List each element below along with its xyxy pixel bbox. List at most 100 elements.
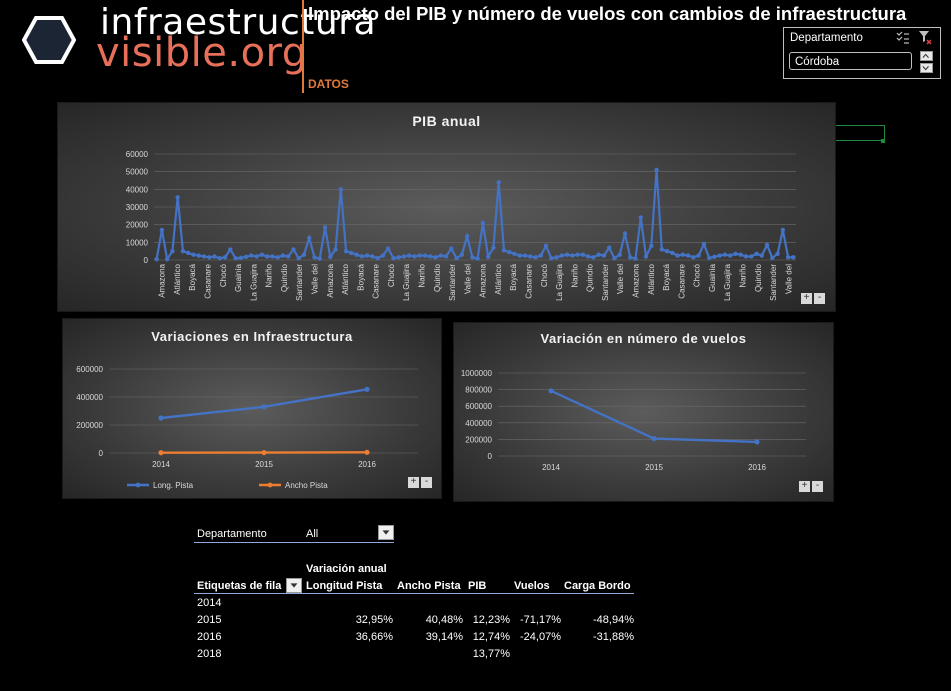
data-point [643, 254, 649, 259]
data-point [186, 250, 191, 256]
slicer-header: Departamento [790, 32, 863, 44]
x-tick-label: Atlántico [341, 263, 350, 294]
data-point [391, 256, 396, 261]
chart-zoom-out-button[interactable]: - [814, 293, 825, 304]
filter-dropdown-icon[interactable] [378, 525, 394, 540]
data-point [343, 248, 349, 254]
data-point [401, 254, 407, 259]
slicer-item-selected[interactable]: Córdoba [789, 52, 912, 70]
y-tick-label: 600000 [465, 402, 492, 411]
data-point [222, 255, 228, 260]
data-point [754, 439, 760, 445]
pivot-cell-pib: 12,74% [472, 631, 510, 643]
y-tick-label: 600000 [76, 365, 103, 374]
data-point [728, 253, 733, 258]
data-point [612, 256, 617, 261]
pivot-cell-longitud: 36,66% [355, 631, 393, 643]
row-labels-dropdown-icon[interactable] [286, 578, 302, 593]
data-point [733, 251, 738, 257]
data-point [596, 252, 601, 257]
fill-handle[interactable] [881, 139, 885, 143]
x-tick-label: Amazona [326, 263, 335, 297]
data-point [670, 250, 675, 256]
x-tick-label: La Guajira [723, 263, 732, 300]
data-point [712, 254, 717, 260]
data-point [749, 254, 754, 259]
x-tick-label: Chocó [219, 263, 228, 287]
chart-zoom-in-button[interactable]: + [408, 477, 419, 488]
x-tick-label: Chocó [387, 263, 396, 287]
pivot-header-vuelos: Vuelos [514, 580, 550, 592]
data-point [433, 255, 438, 260]
scroll-down-icon[interactable] [920, 63, 933, 73]
data-point [364, 253, 370, 258]
data-point [485, 254, 491, 260]
data-point [491, 245, 496, 250]
scroll-up-icon[interactable] [920, 51, 933, 61]
x-tick-label: 2014 [542, 463, 560, 472]
series-line [155, 169, 794, 263]
pivot-row-label: 2015 [197, 614, 222, 626]
chart-zoom-out-button[interactable]: - [421, 477, 432, 488]
chart-zoom-in-button[interactable]: + [799, 481, 810, 492]
data-point [207, 255, 212, 260]
data-point [238, 255, 244, 261]
data-point [196, 253, 201, 258]
data-point [512, 251, 517, 257]
data-point [158, 415, 164, 421]
data-point [701, 241, 707, 247]
data-point [158, 450, 164, 456]
x-tick-label: Nariño [739, 263, 748, 287]
pivot-filter-label: Departamento [197, 528, 267, 540]
data-point [322, 225, 328, 230]
x-tick-label: Guainía [234, 263, 243, 292]
data-point [649, 243, 654, 249]
variaciones-infraestructura-chart[interactable]: Variaciones en Infraestructura 0 200000 40… [62, 318, 442, 499]
chart-zoom-out-button[interactable]: - [812, 481, 823, 492]
legend-label: Ancho Pista [285, 481, 328, 490]
pivot-row-label: 2016 [197, 631, 222, 643]
departamento-slicer[interactable]: Departamento Córdoba [783, 27, 941, 79]
data-point [696, 253, 701, 258]
data-point [228, 247, 233, 252]
chart-title: Variación en número de vuelos [540, 331, 747, 346]
multi-select-icon[interactable] [896, 31, 910, 45]
data-point [349, 250, 354, 256]
data-point [259, 252, 265, 257]
variacion-vuelos-chart[interactable]: Variación en número de vuelos 0 200000 400… [453, 322, 834, 502]
data-point [570, 253, 575, 258]
data-point [317, 256, 322, 261]
data-point [651, 435, 657, 442]
data-point [412, 254, 417, 259]
data-point [212, 254, 217, 259]
data-point [233, 256, 238, 261]
logo-text-line1: infraestructura [100, 2, 377, 43]
data-point [580, 252, 586, 257]
x-tick-label: 2015 [255, 460, 273, 469]
y-tick-label: 400000 [465, 419, 492, 428]
logo-text-line2: visible.org [96, 30, 308, 76]
x-tick-label: Amazona [158, 263, 167, 297]
data-point [554, 255, 559, 260]
data-point [685, 253, 691, 258]
x-tick-label: Casanare [372, 263, 381, 298]
legend-marker [135, 482, 141, 488]
data-point [359, 254, 365, 259]
active-cell[interactable] [835, 125, 885, 141]
x-tick-label: Amazona [479, 263, 488, 297]
data-point [422, 253, 428, 258]
data-point [417, 253, 422, 258]
x-tick-label: Nariño [570, 263, 579, 287]
pivot-row-label: 2018 [197, 648, 222, 660]
x-tick-label: 2015 [645, 463, 663, 472]
data-point [533, 255, 538, 260]
pib-anual-chart[interactable]: PIB anual 0 10000 20000 30000 40000 50000 6000… [57, 102, 836, 312]
data-point [175, 195, 180, 200]
clear-filter-icon[interactable] [918, 30, 932, 46]
data-point [633, 256, 638, 261]
x-tick-label: Atlántico [494, 263, 503, 294]
chart-zoom-in-button[interactable]: + [801, 293, 812, 304]
data-point [507, 249, 512, 255]
data-point [264, 254, 270, 259]
data-point [691, 255, 696, 260]
